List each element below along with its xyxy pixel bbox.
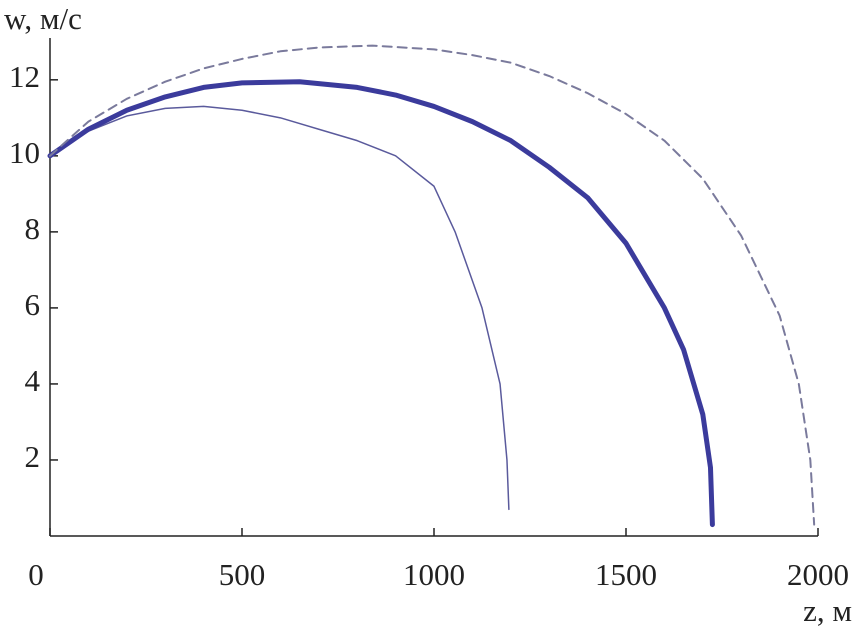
x-axis-label: z, м — [803, 593, 852, 628]
line-series — [49, 44, 816, 526]
x-tick-label: 500 — [219, 557, 266, 592]
line-series — [49, 105, 510, 511]
x-tick-label: 1500 — [595, 557, 657, 592]
y-axis-label: w, м/с — [4, 1, 82, 36]
y-tick-label: 2 — [25, 439, 41, 474]
y-tick-label: 12 — [9, 59, 40, 94]
x-tick-label: 2000 — [787, 557, 849, 592]
y-tick-label: 6 — [25, 287, 41, 322]
y-tick-label: 4 — [25, 363, 41, 398]
x-tick-label: 1000 — [403, 557, 465, 592]
y-tick-label: 8 — [25, 211, 41, 246]
line-series — [47, 79, 715, 528]
y-tick-label: 10 — [9, 135, 40, 170]
x-tick-label: 0 — [28, 557, 44, 592]
